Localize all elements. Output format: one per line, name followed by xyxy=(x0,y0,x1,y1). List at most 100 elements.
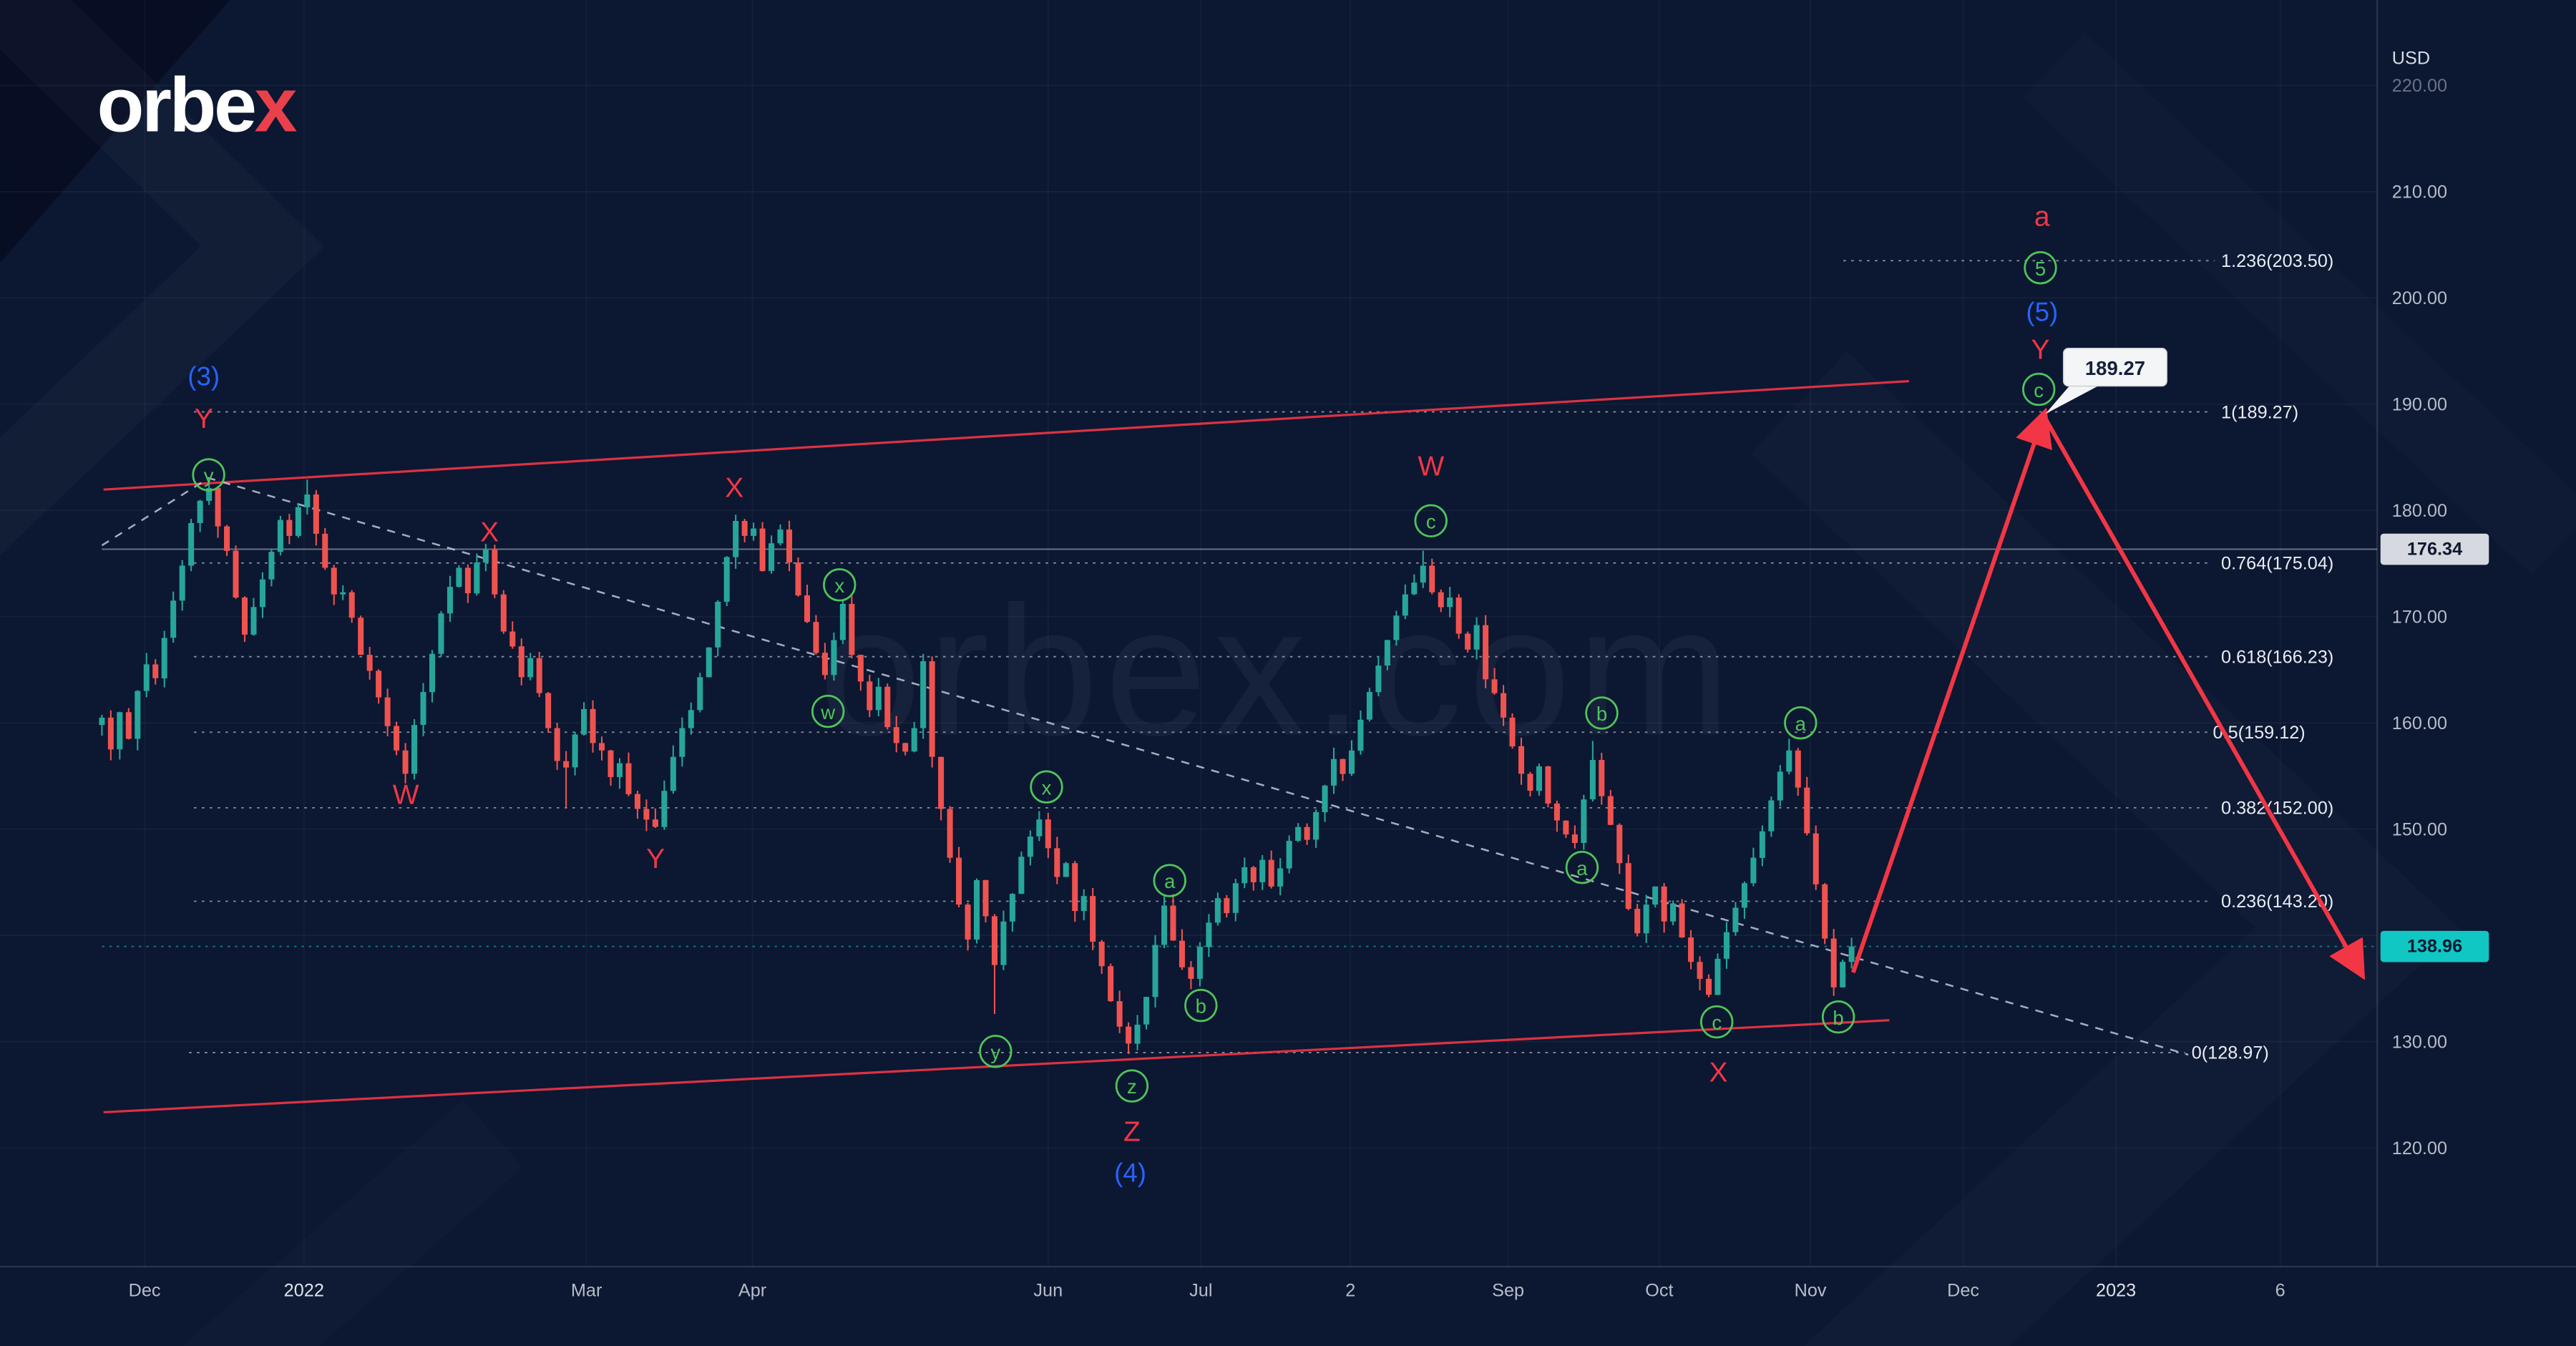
candle-body xyxy=(867,681,873,711)
candle-body xyxy=(268,552,275,580)
candle-body xyxy=(1616,824,1623,864)
candle-body xyxy=(1143,997,1150,1025)
dashed-trend-line[interactable] xyxy=(101,477,2189,1056)
candle-body xyxy=(1670,903,1677,922)
candle-body xyxy=(348,592,355,618)
wave-label-red[interactable]: Y xyxy=(2031,335,2049,366)
wave-circle-label[interactable]: a xyxy=(1153,864,1186,897)
time-axis-label: 2023 xyxy=(2096,1280,2136,1300)
candle-body xyxy=(973,879,980,940)
candle-body xyxy=(1366,692,1372,720)
price-axis[interactable]: USD 220.00 210.00 200.00 190.00 180.00 170.00… xyxy=(2380,49,2489,1159)
logo-text-white: orbe xyxy=(97,62,254,148)
candle-body xyxy=(1795,750,1801,788)
callout-price-text: 189.27 xyxy=(2085,357,2145,379)
wave-label-red[interactable]: X xyxy=(480,517,499,547)
candle-body xyxy=(857,655,864,682)
candle-body xyxy=(464,567,471,594)
candle-body xyxy=(161,638,167,678)
wave-label-red[interactable]: Y xyxy=(195,404,213,434)
candles xyxy=(99,478,1855,1054)
wave-label-red[interactable]: a xyxy=(2034,202,2050,233)
wave-label-blue[interactable]: (3) xyxy=(187,361,220,391)
projection-arrow[interactable] xyxy=(1850,407,2052,974)
candle-body xyxy=(1473,625,1480,650)
price-axis-label: 210.00 xyxy=(2392,182,2447,203)
projection-arrows[interactable] xyxy=(1850,407,2366,980)
candle-body xyxy=(616,763,623,777)
trend-channel-line[interactable] xyxy=(103,380,1909,491)
wave-circle-label[interactable]: b xyxy=(1184,988,1218,1023)
candle-body xyxy=(1411,582,1418,595)
candle-body xyxy=(1679,903,1685,938)
candle-body xyxy=(1634,909,1641,934)
candle-body xyxy=(1268,859,1274,887)
wave-circle-label[interactable]: z xyxy=(1115,1069,1149,1103)
candle-body xyxy=(679,728,686,757)
candle-body xyxy=(1705,978,1712,995)
wave-circle-label[interactable]: x xyxy=(1030,770,1063,804)
candle-body xyxy=(733,521,739,557)
candle-body xyxy=(456,567,462,587)
wave-circle-letter: c xyxy=(2034,379,2044,401)
wave-circle-label[interactable]: c xyxy=(1414,504,1448,537)
wave-circle-label[interactable]: y xyxy=(979,1035,1013,1068)
candle-body xyxy=(1241,867,1248,884)
wave-circle-label[interactable]: y xyxy=(192,458,225,492)
candle-body xyxy=(1759,831,1765,858)
candle-body xyxy=(1072,863,1078,912)
price-badge: 176.34 xyxy=(2380,533,2489,565)
candle-body xyxy=(1688,937,1694,962)
grid-lines xyxy=(0,84,2378,1149)
wave-circle-label[interactable]: w xyxy=(811,694,845,728)
wave-circle-label[interactable]: c xyxy=(1700,1005,1734,1039)
candle-body xyxy=(956,857,962,905)
wave-label-red[interactable]: W xyxy=(1418,452,1444,482)
price-axis-label: 170.00 xyxy=(2392,607,2447,627)
wave-circle xyxy=(1414,504,1448,537)
candle-body xyxy=(821,653,828,676)
wave-circle-label[interactable]: a xyxy=(1784,706,1818,740)
candle-body xyxy=(233,550,239,598)
candle-body xyxy=(1170,905,1176,941)
time-axis[interactable]: Dec 2022 Mar Apr Jun Jul 2 Sep Oct Nov Dec 2023 6 xyxy=(129,1280,2285,1300)
wave-circle-label[interactable]: x xyxy=(823,568,857,602)
candle-body xyxy=(366,655,373,671)
wave-labels[interactable]: y x w x y z a b c b a c a b c 5 Y W X Y X W Z Xa Y (3) (4) (5) xyxy=(187,202,2058,1188)
candle-body xyxy=(1723,932,1729,959)
candle-body xyxy=(1491,679,1498,693)
wave-label-red[interactable]: Y xyxy=(646,844,665,874)
fib-level-label: 0.764(175.04) xyxy=(2221,554,2333,574)
candle-body xyxy=(170,600,177,638)
projection-arrow[interactable] xyxy=(2041,414,2366,980)
wave-circle-label[interactable]: c xyxy=(2022,372,2056,406)
last-price-badge: 138.96 xyxy=(2380,930,2489,962)
wave-label-red[interactable]: X xyxy=(725,472,743,503)
candle-body xyxy=(331,567,337,595)
time-axis-label: 2022 xyxy=(284,1280,324,1300)
wave-circle xyxy=(2022,372,2056,406)
wave-circle-label[interactable]: b xyxy=(1585,696,1619,730)
candle-body xyxy=(1840,962,1846,987)
wave-circle-label[interactable]: a xyxy=(1565,851,1599,884)
wave-circle-label[interactable]: 5 xyxy=(2024,251,2057,285)
candle-body xyxy=(1340,759,1346,774)
wave-label-red[interactable]: W xyxy=(393,780,419,811)
candle-body xyxy=(634,794,640,809)
wave-label-blue[interactable]: (4) xyxy=(1114,1159,1146,1188)
callout-box xyxy=(2062,348,2167,387)
candle-body xyxy=(1214,898,1221,923)
chart-pane[interactable] xyxy=(0,0,2377,1267)
candle-body xyxy=(947,809,953,858)
candle-body xyxy=(492,550,498,595)
wave-circle-label[interactable]: b xyxy=(1821,1000,1855,1034)
corner-shape xyxy=(0,0,230,263)
wave-label-blue[interactable]: (5) xyxy=(2026,298,2058,327)
candle-body xyxy=(608,750,614,777)
wave-label-red[interactable]: X xyxy=(1709,1058,1728,1088)
price-axis-label: 190.00 xyxy=(2392,395,2447,415)
wave-label-red[interactable]: Z xyxy=(1123,1116,1141,1147)
wave-circle xyxy=(1565,851,1599,884)
